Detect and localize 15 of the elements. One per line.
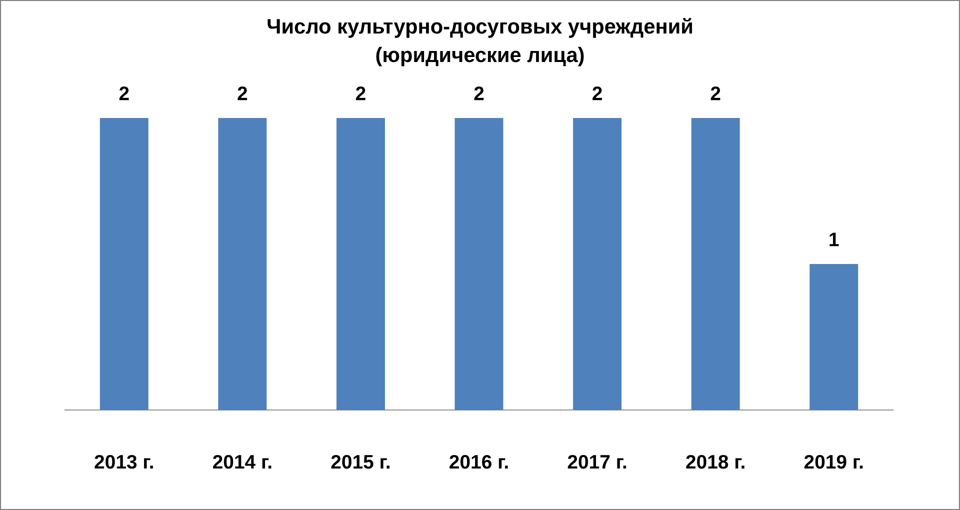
x-tick-label: 2014 г. <box>213 454 272 469</box>
data-label: 2 <box>356 86 366 100</box>
x-tick-label: 2017 г. <box>568 454 626 469</box>
x-tick-label: 2018 г. <box>686 454 744 469</box>
data-label: 2 <box>592 86 602 100</box>
data-label: 2 <box>474 86 484 100</box>
data-label: 2 <box>238 86 248 100</box>
data-label: 2 <box>710 86 720 100</box>
x-tick-label: 2013 г. <box>94 454 153 469</box>
x-tick-label: 2019 г. <box>804 454 863 469</box>
x-tick-label: 2015 г. <box>331 454 390 469</box>
chart-title: Число культурно-досуговых учреждений (юридические лица) <box>268 18 692 66</box>
x-tick-label: 2016 г. <box>450 454 508 469</box>
data-label: 2 <box>119 86 129 100</box>
data-label: 1 <box>830 232 839 246</box>
